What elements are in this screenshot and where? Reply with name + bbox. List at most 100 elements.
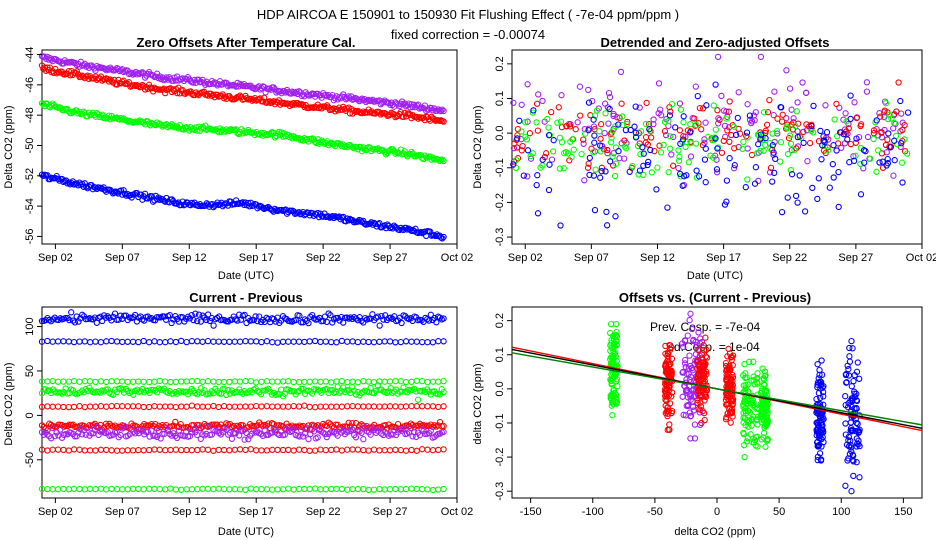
data-point [374, 313, 382, 320]
data-point [723, 401, 730, 408]
data-point [435, 378, 442, 385]
data-point [247, 377, 254, 385]
data-point [683, 370, 690, 377]
data-point [870, 135, 877, 143]
data-point [698, 394, 705, 401]
data-point [725, 108, 733, 115]
data-point [882, 100, 890, 107]
data-point [585, 99, 593, 106]
data-point [156, 377, 163, 385]
data-point [740, 138, 747, 146]
data-point [309, 311, 316, 319]
data-point [556, 134, 564, 141]
data-point [210, 486, 217, 493]
data-point [278, 129, 285, 136]
data-point [699, 384, 706, 391]
data-point [783, 125, 791, 132]
data-point [386, 486, 394, 493]
data-point [778, 118, 786, 125]
data-point [779, 111, 786, 118]
data-point [696, 104, 704, 112]
data-point [425, 317, 433, 324]
data-point [844, 404, 852, 411]
data-point [81, 403, 88, 411]
data-point [103, 338, 110, 345]
data-point [104, 429, 111, 436]
data-point [814, 421, 822, 428]
data-point [349, 338, 356, 345]
x-tick-label: Sep 12 [172, 506, 207, 518]
data-point [70, 446, 78, 453]
data-point [814, 384, 821, 391]
data-point [512, 164, 520, 172]
data-point [744, 176, 751, 183]
data-point [619, 121, 626, 129]
data-point [607, 139, 615, 146]
data-point [49, 486, 56, 493]
data-point [597, 135, 604, 142]
data-point [429, 403, 437, 410]
x-axis-label: delta CO2 (ppm) [674, 526, 755, 538]
data-point [429, 447, 437, 454]
data-point [527, 155, 535, 162]
data-point [215, 313, 223, 320]
data-point [851, 372, 858, 379]
data-point [386, 447, 394, 454]
data-point [314, 209, 321, 217]
data-point [194, 446, 201, 454]
data-point [49, 446, 56, 453]
data-point [860, 147, 868, 154]
data-point [431, 433, 438, 441]
data-point [92, 485, 99, 493]
data-point [365, 447, 372, 454]
data-point [408, 485, 415, 492]
data-point [891, 119, 898, 127]
data-point [301, 378, 308, 386]
data-point [849, 345, 856, 352]
data-point [119, 447, 126, 454]
data-point [605, 120, 612, 127]
data-point [190, 316, 197, 324]
data-point [660, 141, 667, 149]
data-point [640, 171, 647, 179]
data-point [162, 339, 169, 346]
data-point [545, 186, 553, 194]
data-point [692, 140, 700, 147]
data-point [580, 136, 587, 143]
data-point [357, 96, 364, 103]
data-point [349, 426, 356, 433]
data-point [752, 164, 760, 171]
data-point [563, 122, 570, 130]
data-point [873, 117, 880, 124]
data-point [877, 113, 884, 120]
data-point [171, 124, 178, 131]
data-point [220, 338, 228, 345]
data-point [124, 338, 131, 345]
data-point [203, 316, 210, 324]
data-point [215, 403, 222, 411]
data-point [550, 137, 557, 144]
x-tick-label: Sep 12 [172, 252, 207, 264]
data-point [743, 438, 750, 445]
x-tick-label: Sep 17 [706, 252, 741, 264]
data-point [328, 403, 335, 410]
data-point [358, 95, 366, 102]
data-point [269, 339, 276, 346]
data-point [437, 107, 445, 115]
data-point [397, 378, 404, 385]
data-point [306, 447, 313, 454]
data-point [626, 168, 633, 175]
data-point [771, 169, 778, 177]
data-point [135, 485, 142, 493]
x-tick-label: Sep 27 [838, 252, 873, 264]
data-point [668, 355, 676, 362]
data-point [714, 145, 721, 152]
data-point [311, 337, 319, 345]
y-tick-label: -50 [24, 452, 36, 468]
panel-detrended: Detrended and Zero-adjusted Offsets Date… [472, 35, 936, 282]
y-tick-label: 50 [24, 365, 36, 377]
data-point [192, 310, 199, 317]
data-point [821, 142, 829, 150]
data-point [314, 434, 321, 441]
x-tick-label: 50 [773, 506, 785, 518]
